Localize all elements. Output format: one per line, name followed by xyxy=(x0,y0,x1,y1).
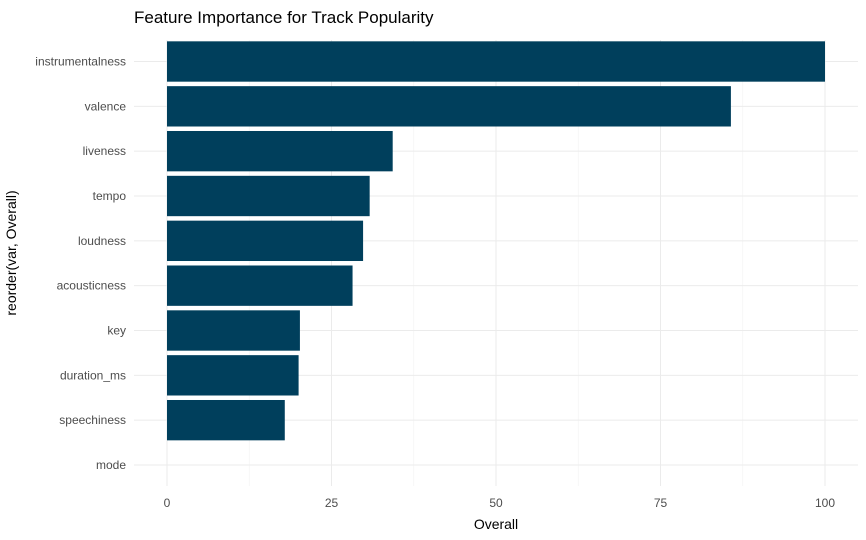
x-axis-title: Overall xyxy=(474,516,518,532)
y-tick-label: duration_ms xyxy=(60,368,126,382)
y-tick-label: valence xyxy=(85,99,127,113)
chart-title: Feature Importance for Track Popularity xyxy=(134,8,434,27)
y-tick-label: liveness xyxy=(83,144,126,158)
x-tick-label: 0 xyxy=(164,496,171,510)
y-tick-label: key xyxy=(107,324,126,338)
y-tick-label: mode xyxy=(96,458,126,472)
bar-key xyxy=(167,310,300,351)
y-tick-label: loudness xyxy=(78,234,126,248)
y-tick-label: tempo xyxy=(93,189,127,203)
x-tick-label: 100 xyxy=(815,496,835,510)
bar-acousticness xyxy=(167,265,353,306)
x-tick-label: 50 xyxy=(489,496,503,510)
y-tick-label: speechiness xyxy=(59,413,126,427)
bars-layer xyxy=(167,41,825,441)
x-tick-labels: 0 25 50 75 100 xyxy=(164,496,836,510)
bar-liveness xyxy=(167,130,393,172)
x-tick-label: 75 xyxy=(654,496,668,510)
bar-tempo xyxy=(167,175,370,217)
x-tick-label: 25 xyxy=(325,496,339,510)
y-tick-label: instrumentalness xyxy=(35,55,126,69)
bar-speechiness xyxy=(167,399,285,441)
y-tick-label: acousticness xyxy=(57,279,126,293)
bar-instrumentalness xyxy=(167,41,825,82)
y-axis-title: reorder(var, Overall) xyxy=(3,190,19,315)
y-tick-labels: instrumentalness valence liveness tempo loud… xyxy=(35,55,126,473)
bar-duration_ms xyxy=(167,355,299,396)
bar-valence xyxy=(167,86,731,127)
bar-loudness xyxy=(167,220,364,262)
